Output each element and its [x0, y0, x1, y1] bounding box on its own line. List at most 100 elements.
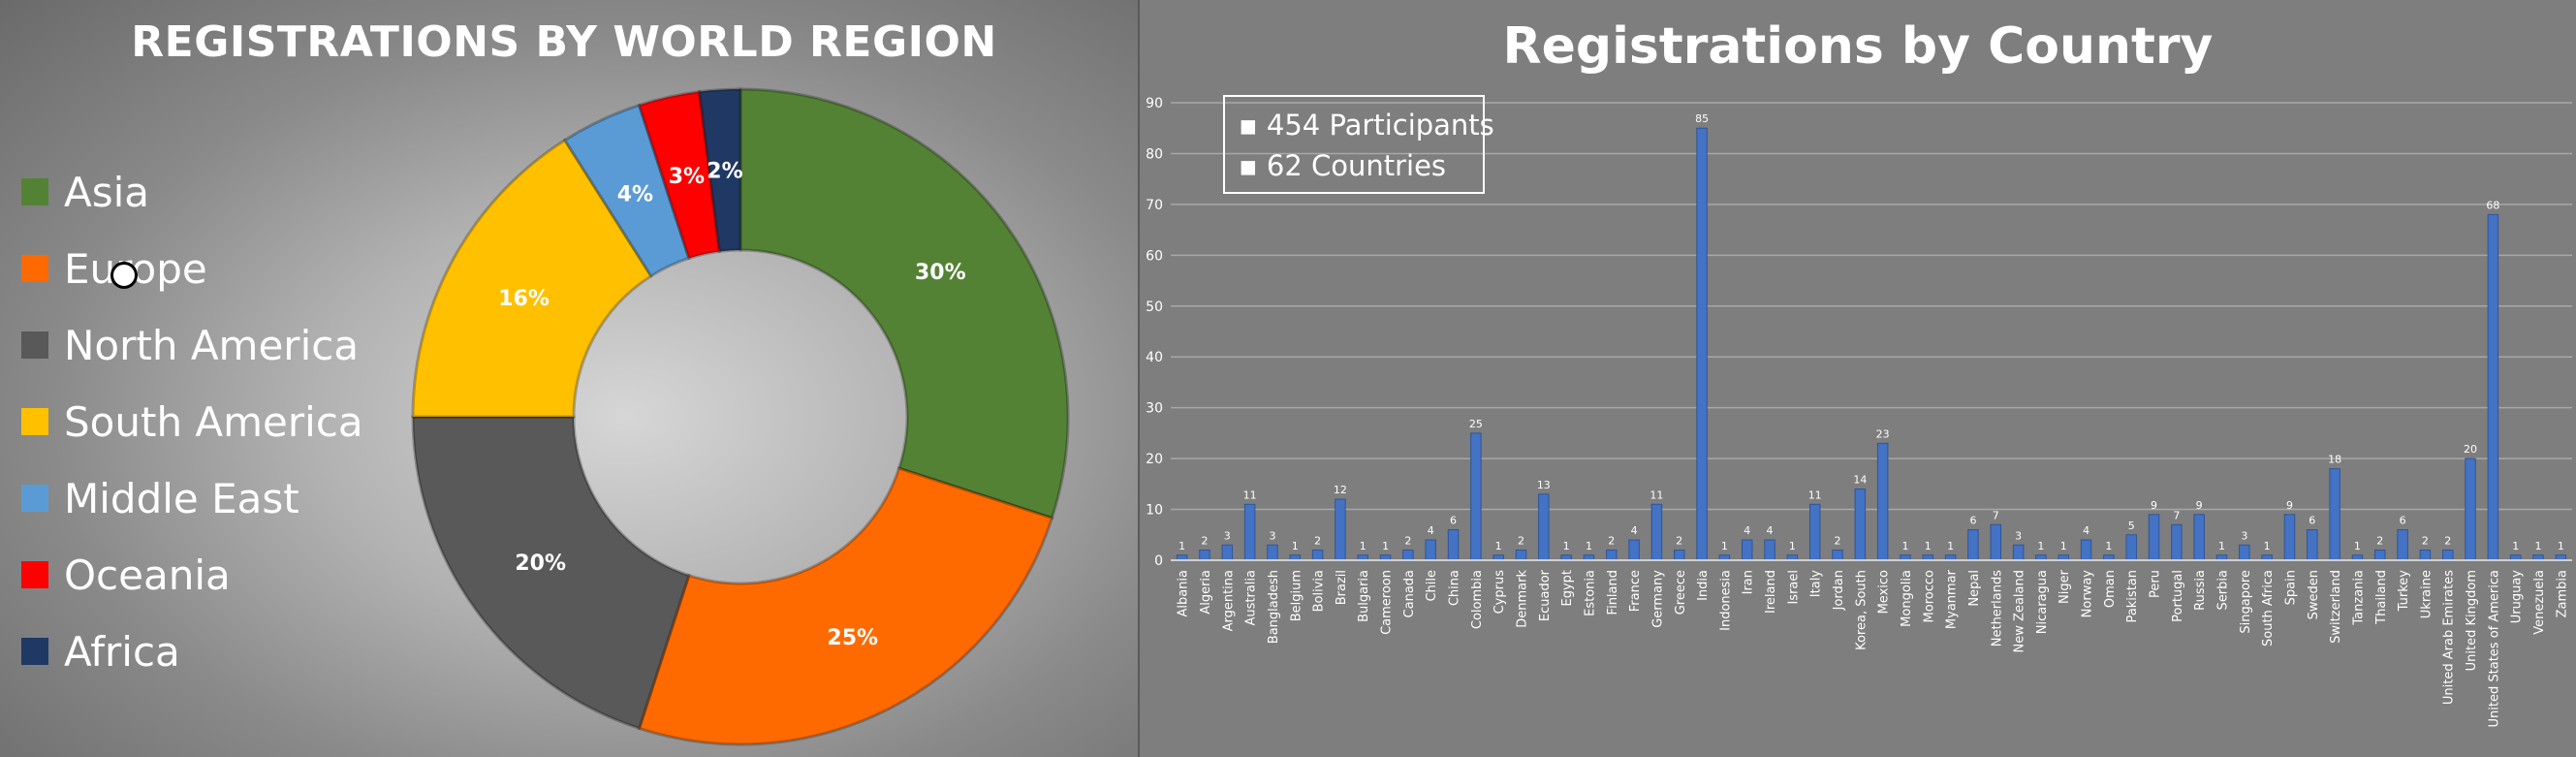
- slice-label-europe: 25%: [827, 626, 878, 650]
- x-tick-label-tanzania: Tanzania: [2351, 570, 2366, 626]
- donut-slice-africa: [697, 87, 742, 254]
- x-tick-label-jordan: Jordan: [1832, 570, 1846, 611]
- bar-netherlands: [1990, 523, 2002, 561]
- bar-value-label: 6: [2309, 515, 2315, 527]
- bar-united-kingdom: [2465, 457, 2476, 561]
- bar-value-label: 2: [1608, 535, 1615, 548]
- x-tick-label-ireland: Ireland: [1764, 570, 1778, 614]
- x-tick-label-zambia: Zambia: [2555, 570, 2569, 617]
- bar-value-label: 4: [1744, 524, 1750, 537]
- legend-label: Asia: [64, 168, 150, 216]
- bar-value-label: 14: [1853, 474, 1867, 487]
- bar-value-label: 1: [1925, 540, 1932, 552]
- bar-value-label: 9: [2286, 499, 2293, 512]
- x-tick-label-netherlands: Netherlands: [1990, 570, 2004, 647]
- x-tick-label-brazil: Brazil: [1335, 570, 1349, 605]
- x-tick-label-cyprus: Cyprus: [1492, 570, 1507, 615]
- y-tick-label: 50: [1146, 300, 1163, 315]
- bar-value-label: 2: [1676, 535, 1682, 548]
- donut-slice-europe: [637, 466, 1054, 746]
- legend-item-oceania: Oceania: [21, 550, 231, 600]
- bar-value-label: 11: [1243, 489, 1257, 501]
- legend-item-africa: Africa: [21, 626, 180, 677]
- x-tick-label-cameroon: Cameroon: [1380, 570, 1395, 635]
- bar-united-arab-emirates: [2441, 550, 2454, 561]
- bar-new-zealand: [2012, 544, 2025, 561]
- bar-value-label: 1: [2264, 540, 2271, 552]
- bar-brazil: [1335, 498, 1346, 561]
- bar-value-label: 2: [1835, 535, 1841, 548]
- bar-turkey: [2397, 529, 2408, 561]
- x-tick-label-new-zealand: New Zealand: [2013, 570, 2027, 652]
- bar-value-label: 1: [1360, 540, 1367, 552]
- y-tick-label: 10: [1146, 503, 1163, 519]
- donut-slice-north-america: [411, 415, 691, 731]
- legend-swatch: [21, 408, 48, 435]
- donut-chart: 30% 25% 20% 16% 4% 3% 2%: [411, 87, 1070, 746]
- legend-swatch: [21, 561, 48, 588]
- x-tick-label-denmark: Denmark: [1516, 570, 1530, 628]
- x-tick-label-uruguay: Uruguay: [2510, 570, 2525, 624]
- bar-india: [1696, 127, 1708, 561]
- x-tick-label-egypt: Egypt: [1560, 570, 1575, 607]
- donut-slice-asia: [738, 87, 1070, 520]
- x-tick-label-turkey: Turkey: [2397, 570, 2411, 613]
- bar-value-label: 2: [2376, 535, 2383, 548]
- x-tick-label-switzerland: Switzerland: [2329, 570, 2343, 644]
- bar-value-label: 3: [1269, 529, 1275, 542]
- x-tick-label-sweden: Sweden: [2307, 570, 2321, 619]
- x-tick-label-united-arab-emirates: United Arab Emirates: [2442, 570, 2457, 705]
- legend-label: Africa: [64, 627, 180, 676]
- bar-algeria: [1199, 550, 1210, 561]
- x-tick-label-australia: Australia: [1244, 570, 1259, 626]
- y-tick-label: 90: [1146, 96, 1163, 111]
- x-tick-label-bangladesh: Bangladesh: [1267, 570, 1281, 644]
- legend-swatch: [21, 255, 48, 282]
- x-tick-label-argentina: Argentina: [1221, 570, 1236, 631]
- bar-value-label: 1: [1721, 540, 1728, 552]
- bar-value-label: 2: [1404, 535, 1411, 548]
- x-tick-label-south-africa: South Africa: [2261, 570, 2276, 647]
- slice-label-middle-east: 4%: [617, 182, 653, 206]
- bar-value-label: 6: [1450, 515, 1457, 527]
- x-tick-label-venezuela: Venezuela: [2532, 570, 2547, 635]
- bar-chile: [1425, 539, 1436, 561]
- bar-value-label: 1: [1495, 540, 1502, 552]
- summary-box: ▪ 454 Participants ▪ 62 Countries: [1223, 95, 1494, 194]
- bar-iran: [1741, 539, 1753, 561]
- bar-value-label: 7: [1993, 509, 1999, 521]
- x-tick-label-united-kingdom: United Kingdom: [2465, 570, 2479, 671]
- bar-thailand: [2374, 550, 2386, 561]
- donut-slice-south-america: [411, 138, 653, 419]
- bar-chart: 0 10 20 30 40 50 60 70 80 90 1 Albania 2 Algeria 3 Arge…: [1146, 96, 2572, 727]
- bar-value-label: 3: [2241, 529, 2247, 542]
- bar-value-label: 1: [1586, 540, 1592, 552]
- x-tick-label-niger: Niger: [2058, 569, 2072, 604]
- bar-australia: [1243, 503, 1256, 561]
- x-tick-label-portugal: Portugal: [2171, 570, 2185, 622]
- x-tick-label-myanmar: Myanmar: [1945, 569, 1960, 629]
- bar-value-label: 2: [1201, 535, 1208, 548]
- bar-finland: [1606, 550, 1618, 561]
- bar-value-label: 3: [2015, 529, 2022, 542]
- legend-swatch: [21, 485, 48, 512]
- bar-value-label: 4: [2083, 524, 2089, 537]
- bar-argentina: [1221, 544, 1234, 561]
- bar-bolivia: [1311, 550, 1324, 561]
- bar-value-label: 9: [2151, 499, 2157, 512]
- x-tick-label-ecuador: Ecuador: [1538, 569, 1553, 621]
- x-tick-label-norway: Norway: [2081, 570, 2095, 618]
- bar-colombia: [1470, 432, 1482, 561]
- x-tick-label-china: China: [1448, 570, 1462, 606]
- bar-spain: [2283, 514, 2296, 561]
- bar-ecuador: [1538, 493, 1550, 561]
- x-tick-label-india: India: [1696, 570, 1711, 601]
- x-tick-label-serbia: Serbia: [2216, 570, 2231, 610]
- bar-value-label: 4: [1428, 524, 1434, 537]
- bar-canada: [1402, 550, 1414, 561]
- legend-swatch: [21, 331, 48, 359]
- x-tick-label-greece: Greece: [1674, 570, 1688, 615]
- bar-peru: [2148, 514, 2160, 561]
- bar-united-states-of-america: [2487, 213, 2499, 561]
- participants-count: ▪ 454 Participants: [1239, 109, 1494, 142]
